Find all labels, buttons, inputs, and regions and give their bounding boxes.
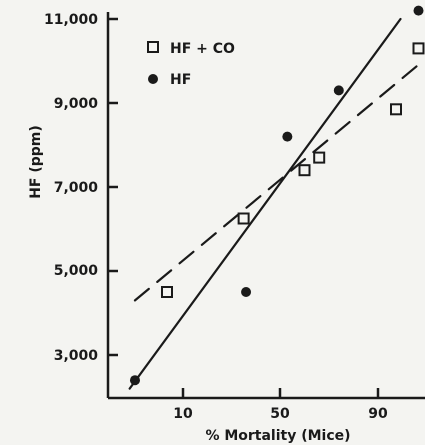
x-tick-label: 90 [368,406,388,422]
y-tick-label: 11,000 [44,12,98,28]
legend: HF + CO HF [147,41,235,88]
y-tick-label: 7,000 [54,180,99,196]
y-tick-label: 3,000 [54,348,99,364]
data-point-circle [129,375,140,386]
data-point-square [160,286,173,298]
data-point-circle [413,5,424,16]
data-points [129,5,425,386]
legend-label: HF [170,72,191,88]
solid-fit-line [128,17,402,390]
dashed-fit-line [133,59,425,302]
x-tick-label: 50 [270,406,290,422]
legend-filled-circle-icon [148,74,158,84]
y-tick-label: 5,000 [54,263,99,279]
data-point-square [298,164,311,177]
fit-lines [128,17,425,390]
y-axis-title: HF (ppm) [28,125,44,199]
x-axis-title: % Mortality (Mice) [205,428,350,444]
data-point-circle [241,287,252,297]
legend-label: HF + CO [170,41,235,57]
legend-open-square-icon [147,41,159,53]
data-point-circle [282,131,293,142]
y-tick-label: 9,000 [54,96,99,112]
data-point-square [237,212,250,225]
data-point-square [390,103,402,116]
data-point-circle [333,85,344,96]
data-point-square [412,42,425,55]
x-tick-label: 10 [173,406,193,422]
x-axis-tick-marks [181,388,380,398]
data-point-square [313,151,326,164]
y-axis-tick-marks [108,17,118,357]
